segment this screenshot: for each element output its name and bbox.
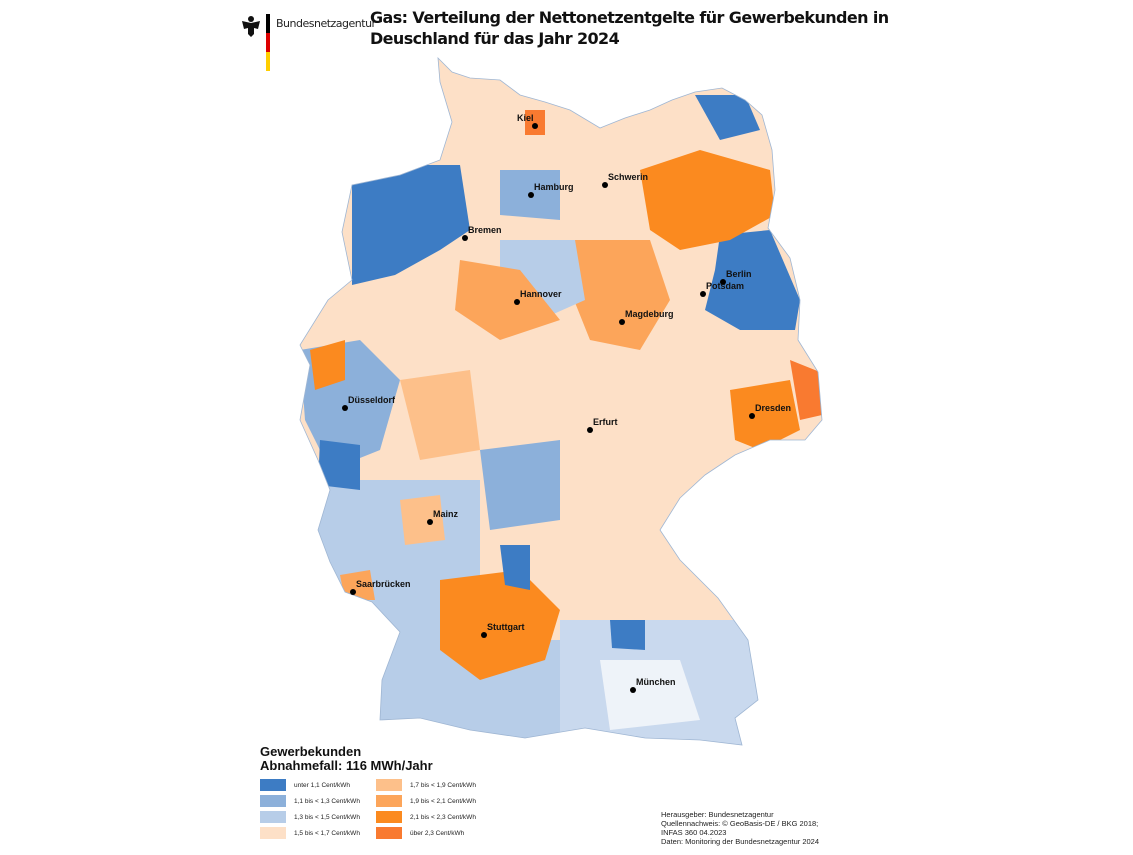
legend-item: 1,9 bis < 2,1 Cent/kWh xyxy=(376,795,486,807)
legend-swatch xyxy=(260,827,286,839)
city-label: Bremen xyxy=(468,225,502,235)
logo-text: Bundesnetzagentur xyxy=(276,17,376,30)
credits: Herausgeber: Bundesnetzagentur Quellenna… xyxy=(661,810,819,846)
city-dot xyxy=(720,279,726,285)
legend-label: 1,7 bis < 1,9 Cent/kWh xyxy=(410,781,476,789)
credit-source: Quellennachweis: © GeoBasis-DE / BKG 201… xyxy=(661,819,819,828)
federal-eagle-icon xyxy=(242,16,260,37)
legend-label: 2,1 bis < 2,3 Cent/kWh xyxy=(410,813,476,821)
legend-label: 1,5 bis < 1,7 Cent/kWh xyxy=(294,829,360,837)
legend-title: Gewerbekunden Abnahmefall: 116 MWh/Jahr xyxy=(260,745,486,773)
bundesnetzagentur-logo: Bundesnetzagentur xyxy=(240,14,376,71)
city-label: Stuttgart xyxy=(487,622,525,632)
legend-item: unter 1,1 Cent/kWh xyxy=(260,779,370,791)
legend-swatch xyxy=(376,811,402,823)
legend-item: 2,1 bis < 2,3 Cent/kWh xyxy=(376,811,486,823)
legend-item: über 2,3 Cent/kWh xyxy=(376,827,486,839)
legend-label: 1,9 bis < 2,1 Cent/kWh xyxy=(410,797,476,805)
credit-data: Daten: Monitoring der Bundesnetzagentur … xyxy=(661,837,820,846)
legend-swatch xyxy=(260,811,286,823)
title-line-1: Gas: Verteilung der Nettonetzentgelte fü… xyxy=(370,8,889,27)
city-label: Kiel xyxy=(517,113,534,123)
legend-title-line-2: Abnahmefall: 116 MWh/Jahr xyxy=(260,758,433,773)
city-dot xyxy=(532,123,538,129)
legend-swatch xyxy=(376,795,402,807)
legend-label: 1,3 bis < 1,5 Cent/kWh xyxy=(294,813,360,821)
city-label: Potsdam xyxy=(706,281,745,291)
city-label: Dresden xyxy=(755,403,792,413)
city-dot xyxy=(528,192,534,198)
city-label: Erfurt xyxy=(593,417,618,427)
city-label: Schwerin xyxy=(608,172,649,182)
legend-label: 1,1 bis < 1,3 Cent/kWh xyxy=(294,797,360,805)
legend-items: unter 1,1 Cent/kWh 1,7 bis < 1,9 Cent/kWh… xyxy=(260,779,486,839)
credit-publisher: Herausgeber: Bundesnetzagentur xyxy=(661,810,774,819)
city-label: Magdeburg xyxy=(625,309,674,319)
legend-title-line-1: Gewerbekunden xyxy=(260,744,362,759)
legend-label: über 2,3 Cent/kWh xyxy=(410,829,465,837)
city-dot xyxy=(427,519,433,525)
city-label: Hannover xyxy=(520,289,562,299)
city-dot xyxy=(602,182,608,188)
legend-item: 1,5 bis < 1,7 Cent/kWh xyxy=(260,827,370,839)
city-dot xyxy=(514,299,520,305)
credit-infas: INFAS 360 04.2023 xyxy=(661,828,727,837)
city-dot xyxy=(619,319,625,325)
city-label: Hamburg xyxy=(534,182,574,192)
map-legend: Gewerbekunden Abnahmefall: 116 MWh/Jahr u… xyxy=(260,745,486,839)
city-dot xyxy=(700,291,706,297)
city-dot xyxy=(462,235,468,241)
city-label: Mainz xyxy=(433,509,459,519)
legend-swatch xyxy=(260,779,286,791)
city-dot xyxy=(749,413,755,419)
legend-swatch xyxy=(260,795,286,807)
city-dot xyxy=(350,589,356,595)
legend-item: 1,1 bis < 1,3 Cent/kWh xyxy=(260,795,370,807)
legend-swatch xyxy=(376,779,402,791)
city-label: München xyxy=(636,677,676,687)
city-label: Düsseldorf xyxy=(348,395,396,405)
city-dot xyxy=(342,405,348,411)
legend-item: 1,3 bis < 1,5 Cent/kWh xyxy=(260,811,370,823)
german-flag-bar xyxy=(266,14,270,71)
title-line-2: Deuschland für das Jahr 2024 xyxy=(370,29,620,48)
city-label: Berlin xyxy=(726,269,752,279)
legend-label: unter 1,1 Cent/kWh xyxy=(294,781,350,789)
legend-item: 1,7 bis < 1,9 Cent/kWh xyxy=(376,779,486,791)
city-dot xyxy=(587,427,593,433)
legend-swatch xyxy=(376,827,402,839)
city-label: Saarbrücken xyxy=(356,579,411,589)
city-dot xyxy=(481,632,487,638)
city-dot xyxy=(630,687,636,693)
page-title: Gas: Verteilung der Nettonetzentgelte fü… xyxy=(370,7,889,49)
